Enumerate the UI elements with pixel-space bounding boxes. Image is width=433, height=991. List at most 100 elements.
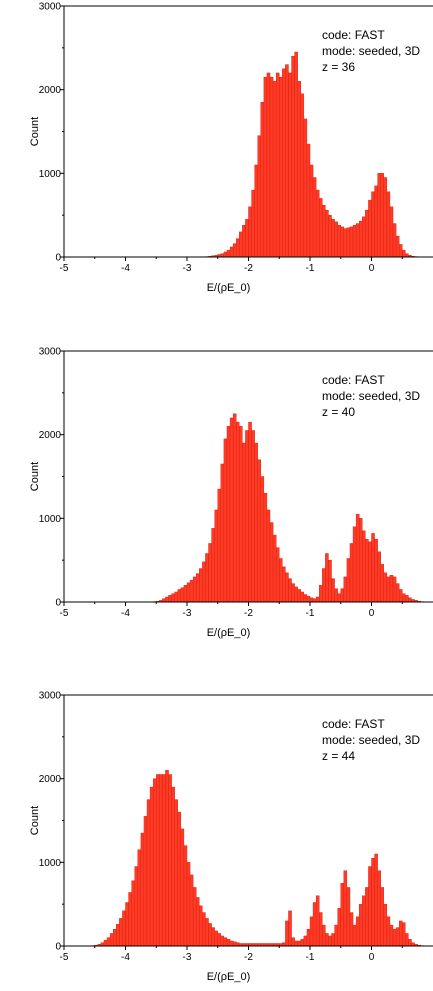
histogram-bar: [355, 513, 360, 603]
y-tick-label: 3000: [39, 691, 62, 702]
histogram-bar: [312, 177, 317, 258]
histogram-bar: [322, 568, 326, 603]
histogram-bar: [275, 547, 280, 603]
histogram-bar: [319, 198, 323, 258]
histogram-bar: [352, 924, 357, 947]
histogram-bar: [340, 588, 345, 603]
histogram-bar: [248, 421, 252, 603]
histogram-bar: [365, 887, 369, 947]
histogram-bar: [355, 916, 360, 947]
histogram-bar: [334, 588, 338, 603]
histogram-bar: [411, 942, 415, 947]
histogram-bar: [405, 253, 409, 258]
histogram-bar: [374, 185, 378, 258]
histogram-bar: [303, 594, 308, 603]
histogram-bar: [405, 933, 409, 947]
histogram-bar: [226, 939, 231, 947]
histogram-bar: [282, 942, 286, 947]
histogram-bar: [368, 199, 372, 258]
histogram-bar: [205, 553, 209, 603]
histogram-bar: [300, 939, 305, 947]
histogram-bars: [205, 51, 424, 258]
histogram-bar: [398, 589, 403, 603]
histogram-bar: [180, 587, 185, 603]
x-tick-label: -4: [121, 608, 130, 619]
histogram-bar: [303, 118, 308, 258]
histogram-bar: [328, 935, 332, 947]
histogram-bar: [398, 920, 403, 947]
histogram-bar: [291, 583, 295, 603]
histogram-bar: [275, 72, 280, 258]
x-tick-label: -1: [306, 608, 315, 619]
histogram-bar: [343, 228, 348, 258]
histogram-bar: [291, 56, 295, 258]
histogram-bar: [395, 583, 400, 603]
histogram-bar: [383, 572, 388, 603]
histogram-bar: [266, 72, 271, 258]
histogram-bar: [294, 940, 298, 947]
histogram-bar: [156, 774, 160, 947]
histogram-bar: [165, 596, 169, 603]
histogram-bar: [282, 68, 286, 258]
histogram-bar: [128, 892, 132, 947]
histogram-bar: [319, 585, 323, 603]
histogram-bar: [334, 221, 338, 258]
x-tick-label: -5: [60, 952, 69, 963]
histogram-bar: [235, 421, 240, 603]
histogram-bar: [340, 883, 345, 947]
y-tick-label: 2000: [39, 85, 62, 96]
histogram-bar: [306, 143, 311, 258]
histogram-bar: [392, 929, 397, 947]
histogram-bar: [245, 219, 249, 258]
histogram-bar: [395, 927, 400, 947]
y-tick-label: 0: [55, 253, 61, 264]
histogram-bar: [325, 553, 329, 603]
histogram-bar: [297, 940, 301, 947]
histogram-bar: [202, 561, 206, 603]
histogram-bar: [359, 903, 363, 947]
histogram-bar: [294, 586, 298, 603]
x-tick-label: -3: [183, 952, 192, 963]
histogram-bar: [349, 543, 354, 603]
histogram-bar: [349, 912, 354, 947]
y-axis-label: Count: [29, 806, 41, 835]
histogram-bar: [122, 910, 126, 947]
histogram-bar: [146, 799, 151, 947]
histogram-bars: [152, 413, 428, 603]
histogram-bar: [242, 442, 246, 603]
histogram-bar: [220, 935, 225, 947]
histogram-bar: [208, 543, 212, 603]
histogram-bar: [303, 935, 308, 947]
histogram-bar: [245, 430, 249, 603]
histogram-bar: [183, 585, 188, 603]
histogram-bar: [365, 209, 369, 258]
histogram-bar: [355, 223, 360, 258]
chart-panel-1: -5 -4 -3 -2 -1 0 0 1000 2000 3000 E/(ρE_0) Count cod…: [29, 2, 433, 294]
x-tick-label: -5: [60, 263, 69, 274]
histogram-bar: [377, 173, 381, 258]
histogram-bar: [279, 558, 283, 603]
histogram-bar: [174, 799, 178, 947]
histogram-bar: [362, 216, 366, 258]
histogram-bar: [266, 509, 271, 603]
histogram-bar: [257, 135, 262, 258]
histogram-bar: [260, 476, 265, 603]
histogram-bar: [199, 568, 203, 603]
histogram-bar: [272, 534, 277, 603]
histogram-bar: [220, 253, 225, 258]
annotation-line-2: mode: seeded, 3D: [322, 389, 420, 403]
y-tick-label: 2000: [39, 774, 62, 785]
x-axis-label: E/(ρE_0): [207, 282, 251, 294]
histogram-bar: [371, 857, 375, 947]
histogram-bar: [297, 589, 301, 603]
histogram-bar: [328, 559, 332, 603]
histogram-bar: [349, 226, 354, 258]
histogram-bar: [103, 939, 108, 947]
histogram-bar: [325, 933, 329, 947]
histogram-bar: [334, 924, 338, 947]
histogram-bar: [383, 903, 388, 947]
histogram-bar: [112, 929, 117, 947]
histogram-bar: [223, 438, 228, 603]
annotation-line-3: z = 44: [322, 749, 355, 763]
annotation-line-2: mode: seeded, 3D: [322, 733, 420, 747]
